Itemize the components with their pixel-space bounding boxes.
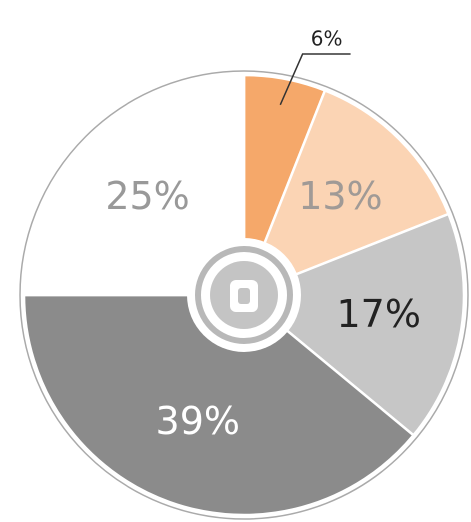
data-label: 13% bbox=[298, 174, 382, 218]
data-label: 39% bbox=[156, 399, 240, 443]
pie-slice bbox=[241, 88, 451, 298]
logo-mark-inner bbox=[238, 288, 250, 304]
logo-ring bbox=[195, 246, 293, 344]
pie-slice bbox=[22, 293, 416, 517]
leader-line bbox=[279, 53, 351, 106]
data-label: 17% bbox=[336, 292, 420, 336]
labels: 6% 13% 17% 39% 25% bbox=[105, 27, 421, 443]
data-label: 6% bbox=[311, 27, 343, 51]
slices bbox=[22, 73, 466, 517]
pie-slice bbox=[241, 212, 466, 437]
center-logo bbox=[187, 238, 301, 352]
pie-slice bbox=[22, 73, 246, 297]
data-label: 25% bbox=[105, 174, 189, 218]
